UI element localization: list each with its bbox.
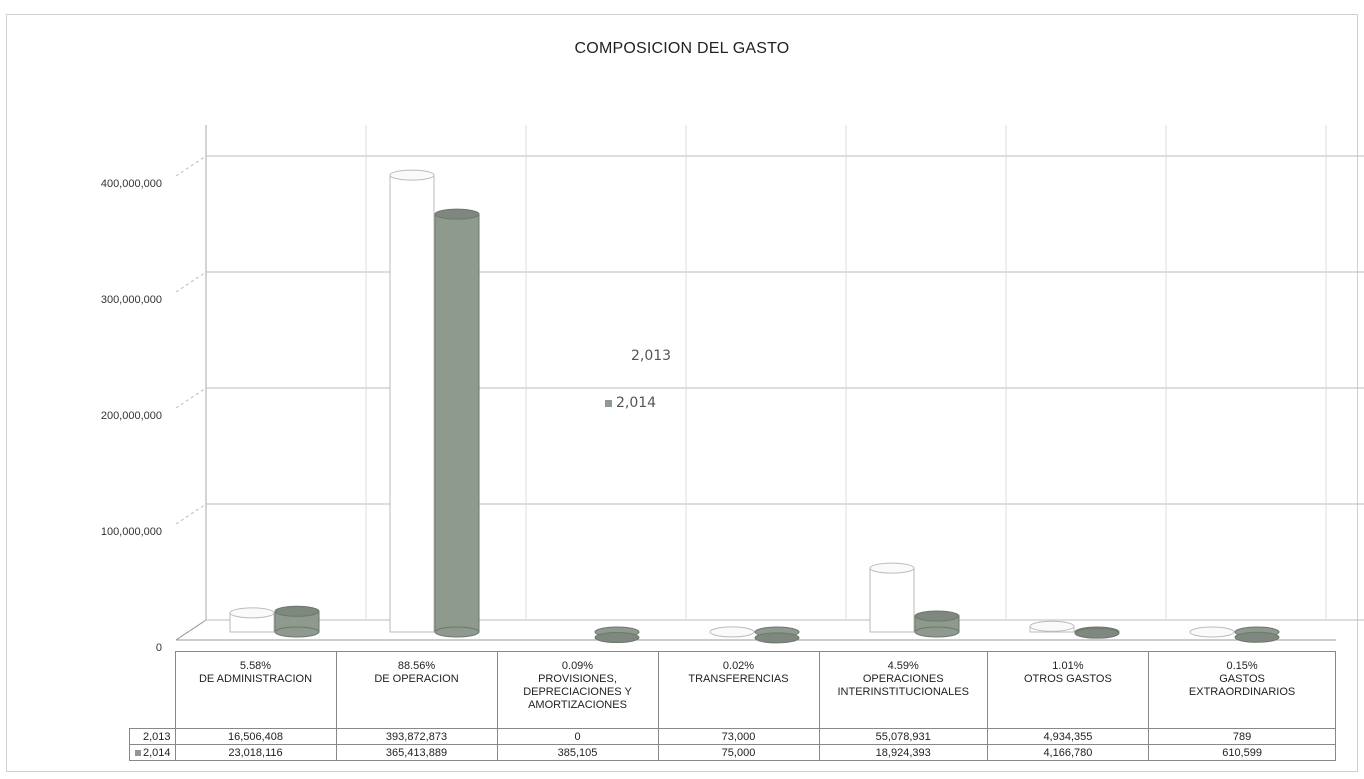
value-cell: 610,599 [1147, 744, 1337, 761]
value-cell: 4,934,355 [986, 728, 1149, 745]
category-name: DE OPERACION [374, 673, 459, 685]
bar-2013-top [389, 169, 435, 181]
bar-2013-body [389, 174, 435, 633]
bar-2013-top [1029, 620, 1075, 632]
legend-label-2014: 2,014 [616, 395, 657, 411]
legend-swatch-2014 [605, 399, 612, 407]
bar-2013-top [1189, 626, 1235, 638]
gridline-side [175, 155, 207, 177]
bar-2014-top [914, 610, 960, 622]
value-cell: 393,872,873 [335, 728, 498, 745]
legend-entry-2014: 2,014 [605, 395, 656, 411]
value-cell: 789 [1147, 728, 1337, 745]
bar-2013-top [869, 562, 915, 574]
bar-2014-top [434, 208, 480, 220]
bar-2014-top [594, 632, 640, 644]
value-cell: 16,506,408 [174, 728, 337, 745]
bar-2013-top [709, 626, 755, 638]
category-cell: 1.01% OTROS GASTOS [986, 651, 1149, 729]
category-pct: 0.02% [722, 660, 755, 672]
value-cell: 365,413,889 [335, 744, 498, 761]
value-cell: 385,105 [496, 744, 659, 761]
category-name: DE ADMINISTRACION [198, 673, 313, 685]
value-cell: 73,000 [657, 728, 820, 745]
legend-swatch-2013 [620, 352, 627, 360]
bar-2013-top [229, 607, 275, 619]
category-pct: 88.56% [397, 660, 436, 672]
category-cell: 0.02% TRANSFERENCIAS [657, 651, 820, 729]
value-cell: 23,018,116 [174, 744, 337, 761]
category-pct: 0.09% [561, 660, 594, 672]
gridline-side [175, 503, 207, 525]
y-tick-label: 400,000,000 [100, 178, 162, 190]
category-pct: 1.01% [1052, 660, 1084, 672]
data-table: 5.58% DE ADMINISTRACION 88.56% DE OPERACIO… [129, 651, 1337, 761]
gridline-side [175, 271, 207, 293]
y-tick-label: 100,000,000 [100, 526, 162, 538]
bar-2014-base [274, 626, 320, 638]
row-swatch-2014 [134, 749, 141, 756]
chart-title: COMPOSICION DEL GASTO [574, 40, 790, 57]
bar-2014-top [1234, 631, 1280, 643]
row-label-2013: 2,013 [129, 728, 176, 745]
bar-2014-body [434, 213, 480, 633]
series-name: 2,013 [142, 730, 171, 743]
floor-left-edge [175, 619, 207, 641]
y-tick-label: 300,000,000 [100, 294, 162, 306]
bar-2014-top [274, 605, 320, 617]
y-tick-label: 0 [155, 642, 162, 654]
table-corner-cell [130, 652, 176, 729]
category-pct: 5.58% [239, 660, 272, 672]
value-cell: 4,166,780 [986, 744, 1149, 761]
bar-2013-body [869, 567, 915, 633]
value-cell: 18,924,393 [818, 744, 988, 761]
series-name: 2,014 [142, 746, 171, 759]
bar-2014-top [1074, 627, 1120, 639]
category-cell: 5.58% DE ADMINISTRACION [174, 651, 337, 729]
category-cell: 0.15% GASTOS EXTRAORDINARIOS [1147, 651, 1337, 729]
category-name: OPERACIONES INTERINSTITUCIONALES [837, 673, 969, 698]
category-name: GASTOS EXTRAORDINARIOS [1188, 673, 1296, 698]
category-cell: 88.56% DE OPERACION [335, 651, 498, 729]
row-label-2014: 2,014 [129, 744, 176, 761]
category-pct: 0.15% [1226, 660, 1258, 672]
category-cell: 4.59% OPERACIONES INTERINSTITUCIONALES [818, 651, 988, 729]
bar-2014-top [754, 632, 800, 644]
category-name: PROVISIONES, DEPRECIACIONES Y AMORTIZACI… [523, 673, 632, 711]
legend-label-2013: 2,013 [631, 348, 672, 364]
category-cell: 0.09% PROVISIONES, DEPRECIACIONES Y AMORT… [496, 651, 659, 729]
category-name: OTROS GASTOS [1024, 673, 1112, 685]
category-name: TRANSFERENCIAS [688, 673, 789, 685]
gridline-side [175, 387, 207, 409]
value-cell: 75,000 [657, 744, 820, 761]
value-cell: 0 [496, 728, 659, 745]
chart-frame [6, 14, 1358, 772]
category-pct: 4.59% [887, 660, 919, 672]
y-tick-label: 200,000,000 [100, 410, 162, 422]
legend-entry-2013: 2,013 [620, 348, 671, 364]
value-cell: 55,078,931 [818, 728, 988, 745]
bar-2014-base [914, 626, 960, 638]
bar-2014-base [434, 626, 480, 638]
